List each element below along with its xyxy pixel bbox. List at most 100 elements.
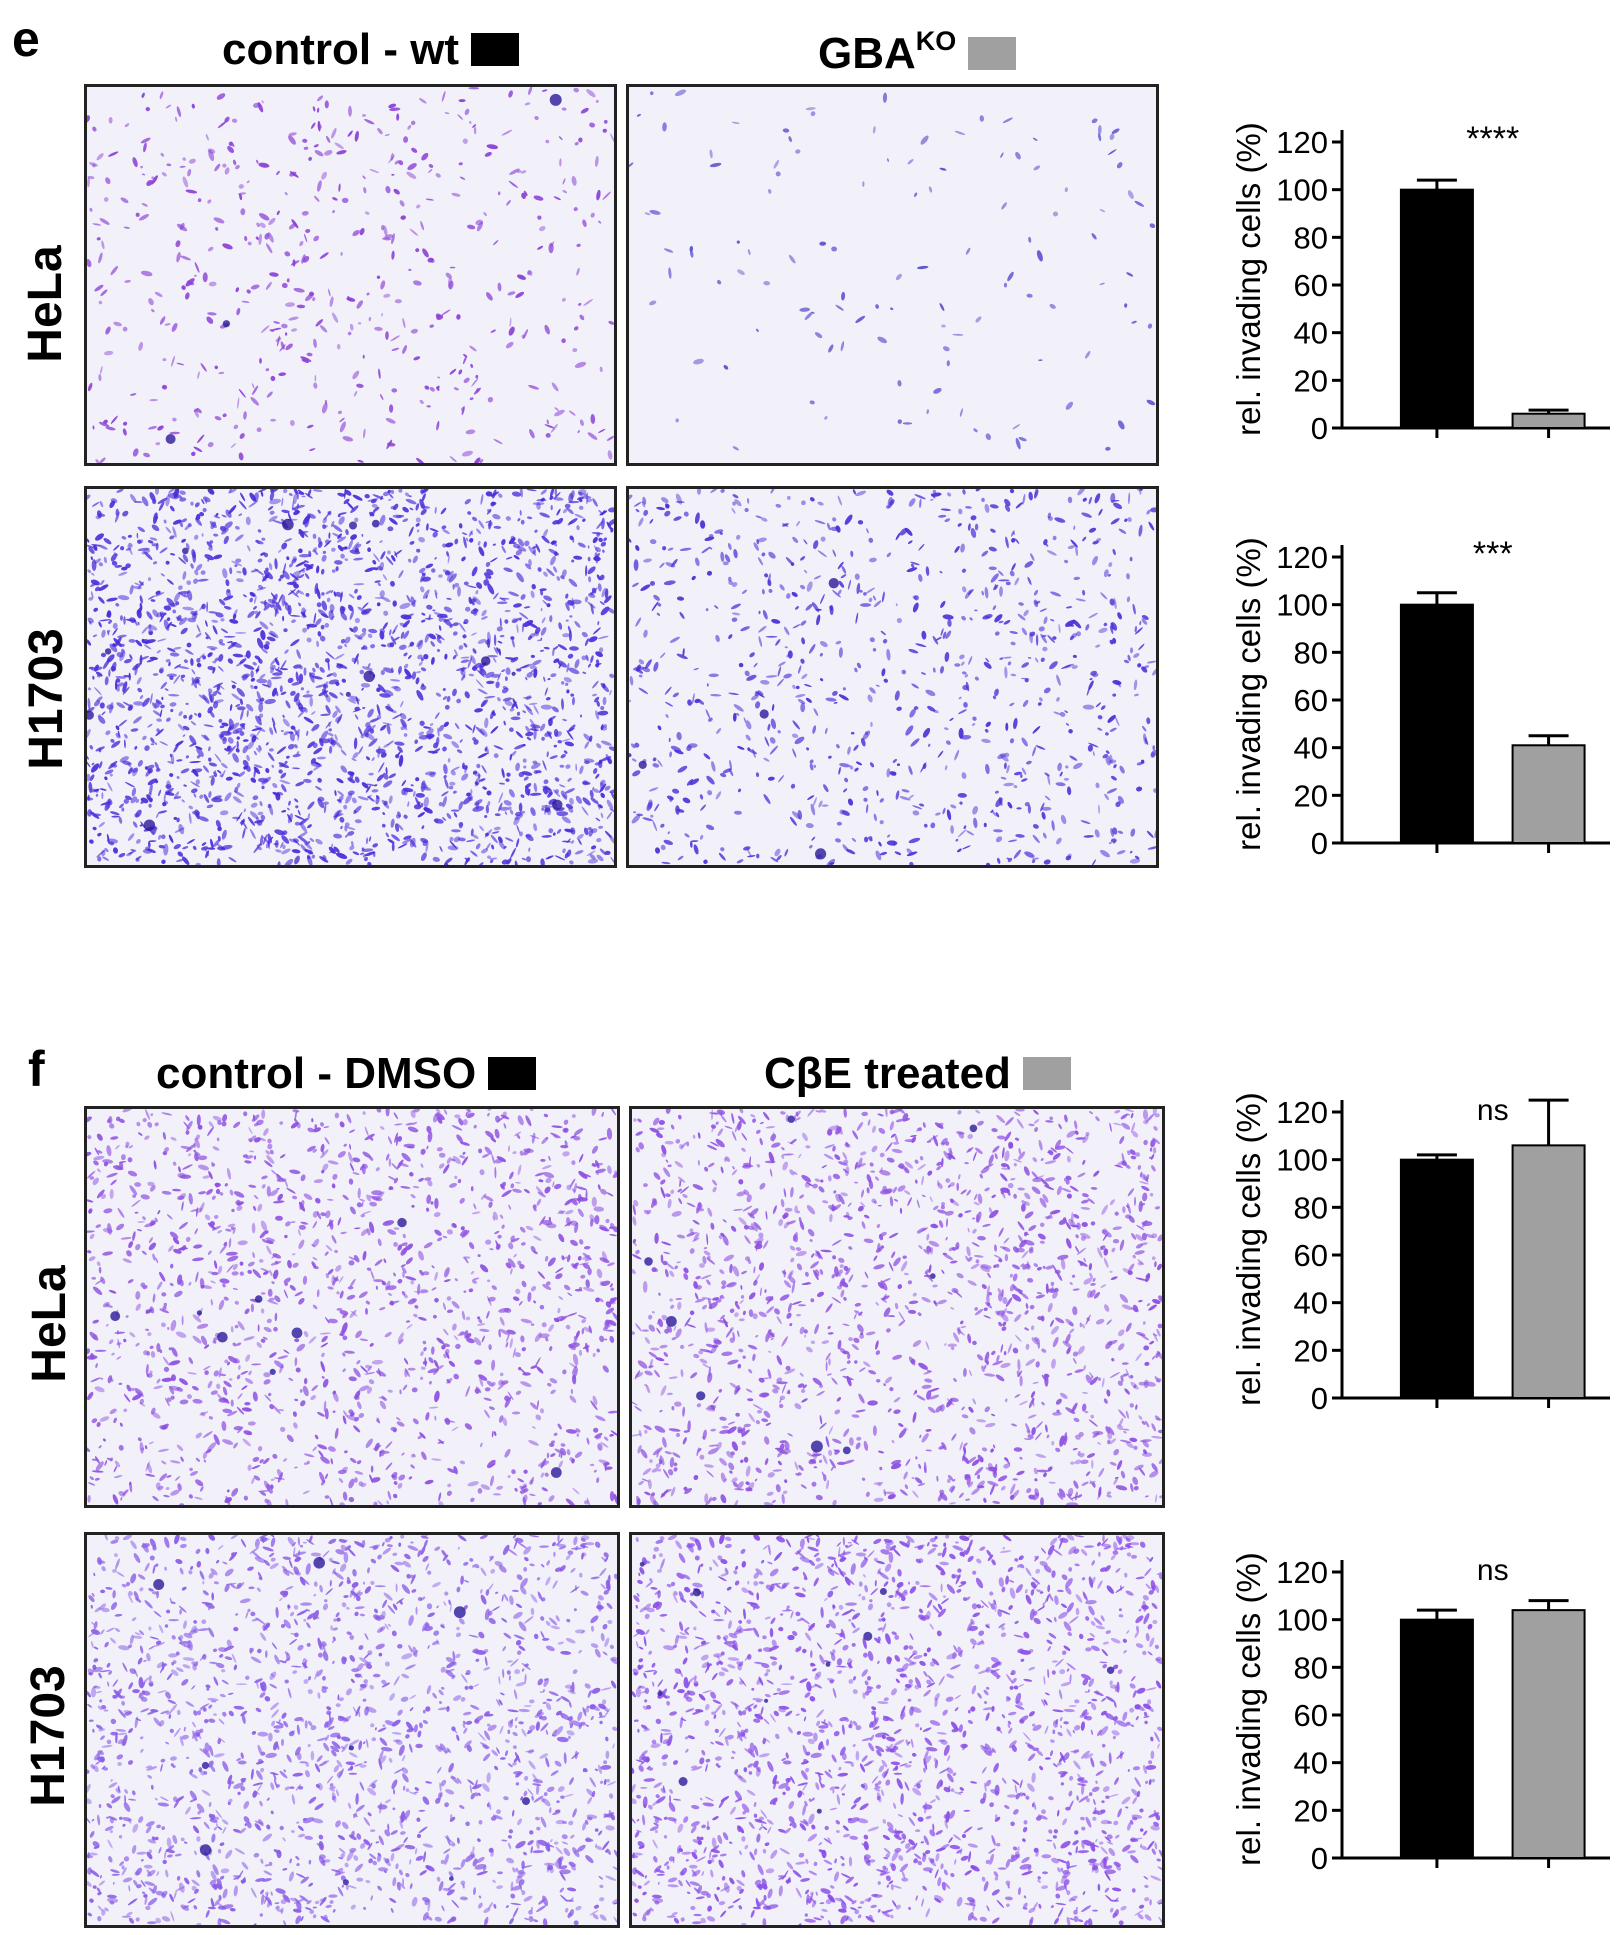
stained-cell: [118, 852, 126, 858]
stained-cell: [176, 252, 181, 263]
stained-cell: [351, 758, 357, 762]
stained-cell: [855, 315, 866, 324]
stained-cell: [1082, 497, 1087, 502]
stained-cell: [574, 620, 581, 628]
stained-cell: [303, 146, 309, 150]
stained-cell: [632, 582, 639, 588]
stained-cell: [185, 278, 195, 287]
stained-cell: [154, 291, 163, 297]
stained-cell: [486, 568, 494, 576]
stained-cell: [676, 653, 688, 660]
stained-cell: [984, 503, 990, 513]
stained-cell: [464, 498, 471, 505]
stained-cell: [437, 1237, 443, 1242]
stained-cell: [92, 1286, 103, 1295]
stained-cell: [292, 1109, 300, 1113]
stained-cell: [574, 659, 580, 669]
stained-cell: [571, 696, 576, 706]
stained-cell: [590, 797, 598, 804]
stained-cell: [758, 636, 763, 647]
stained-cell: [268, 217, 276, 225]
stained-cell: [332, 1410, 336, 1414]
stained-cell: [307, 801, 315, 810]
stained-cell: [257, 529, 262, 533]
stained-cell: [1073, 525, 1076, 530]
stained-cell: [397, 1482, 403, 1489]
stained-cell: [116, 1223, 125, 1231]
stained-cell: [550, 423, 558, 433]
stained-cell: [352, 1172, 360, 1176]
stained-cell: [492, 657, 497, 663]
stained-cell: [534, 1357, 541, 1368]
stained-cell: [332, 672, 337, 678]
stained-cell: [191, 788, 198, 794]
stained-cell: [587, 545, 590, 549]
stained-cell: [315, 1197, 321, 1204]
stained-cell: [632, 770, 641, 777]
stained-cell: [665, 714, 669, 718]
stained-cell: [603, 537, 607, 542]
stained-cell: [319, 1332, 331, 1335]
stained-cell: [686, 779, 694, 786]
stained-cell: [180, 627, 188, 635]
stained-cell: [775, 171, 781, 177]
stained-cell: [89, 839, 94, 844]
stained-cell: [270, 418, 277, 422]
stained-cell: [1011, 537, 1016, 543]
stained-cell: [353, 805, 362, 815]
stained-cell: [486, 1310, 490, 1319]
stained-cell: [360, 1214, 366, 1218]
stained-cell: [154, 1122, 159, 1127]
stained-cell: [358, 1291, 368, 1299]
stained-cell: [823, 784, 829, 793]
stained-cell: [1141, 666, 1148, 673]
stained-cell: [475, 374, 479, 379]
stained-cell: [578, 491, 583, 496]
stained-cell: [89, 811, 100, 819]
stained-cell: [323, 681, 328, 688]
stained-cell: [93, 700, 101, 707]
stained-cell: [120, 615, 123, 621]
stained-cell: [140, 1194, 150, 1200]
stained-cell: [755, 772, 760, 778]
stained-cell: [334, 1112, 340, 1119]
stained-cell: [109, 1457, 114, 1462]
stained-cell: [374, 326, 383, 331]
stained-cell: [1040, 657, 1045, 663]
stained-cell: [849, 765, 854, 770]
stained-cell: [675, 805, 680, 815]
stained-cell: [192, 1257, 204, 1262]
stained-cell: [164, 1147, 170, 1152]
stained-cell: [562, 633, 571, 638]
stained-cell: [564, 1198, 573, 1206]
stained-cell: [812, 725, 817, 734]
stained-cell: [233, 1191, 245, 1198]
stained-cell: [87, 761, 91, 768]
stained-cell: [389, 629, 392, 636]
stained-cell: [169, 431, 180, 435]
stained-cell: [666, 795, 674, 801]
stained-cell: [367, 861, 372, 865]
stained-cell: [115, 725, 120, 731]
stained-cell: [267, 1138, 272, 1144]
stained-cell: [546, 419, 549, 425]
stained-cell: [317, 798, 325, 809]
stained-cell: [928, 186, 933, 193]
stained-cell: [878, 841, 882, 847]
stained-cell: [349, 1457, 357, 1464]
stained-cell: [440, 507, 447, 515]
stained-cell: [504, 676, 508, 681]
stained-cell: [339, 605, 345, 614]
stained-cell: [930, 493, 936, 499]
stained-cell: [720, 551, 725, 562]
stained-cell: [330, 520, 335, 528]
stained-cell: [161, 172, 167, 177]
stained-cell: [346, 297, 356, 302]
stained-cell: [855, 490, 867, 497]
stained-cell: [352, 370, 360, 380]
stained-cell: [273, 1269, 279, 1280]
stained-cell: [446, 1379, 451, 1384]
stained-cell: [1016, 807, 1022, 810]
stained-cell: [178, 585, 183, 591]
stained-cell: [985, 657, 990, 663]
